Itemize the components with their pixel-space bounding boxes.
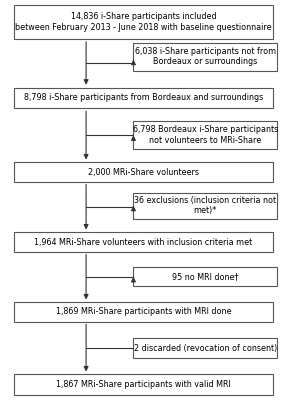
Bar — [133, 338, 277, 358]
Bar — [133, 121, 277, 149]
Bar — [14, 302, 273, 322]
Text: 8,798 i-Share participants from Bordeaux and surroundings: 8,798 i-Share participants from Bordeaux… — [24, 94, 263, 102]
Text: 1,964 MRi-Share volunteers with inclusion criteria met: 1,964 MRi-Share volunteers with inclusio… — [34, 238, 253, 246]
Text: 36 exclusions (inclusion criteria not
met)*: 36 exclusions (inclusion criteria not me… — [134, 196, 276, 215]
Text: 95 no MRI done†: 95 no MRI done† — [172, 272, 238, 281]
Text: 2 discarded (revocation of consent): 2 discarded (revocation of consent) — [133, 344, 277, 352]
Text: 1,869 MRi-Share participants with MRI done: 1,869 MRi-Share participants with MRI do… — [56, 308, 231, 316]
Bar — [14, 162, 273, 182]
Text: 6,798 Bordeaux i-Share participants
not volunteers to MRi-Share: 6,798 Bordeaux i-Share participants not … — [133, 126, 278, 145]
Bar — [14, 5, 273, 39]
Bar — [133, 193, 277, 218]
Bar — [14, 374, 273, 395]
Text: 1,867 MRi-Share participants with valid MRI: 1,867 MRi-Share participants with valid … — [56, 380, 231, 389]
Text: 6,038 i-Share participants not from
Bordeaux or surroundings: 6,038 i-Share participants not from Bord… — [135, 47, 276, 66]
Bar — [14, 232, 273, 252]
Text: 14,836 i-Share participants included
between February 2013 - June 2018 with base: 14,836 i-Share participants included bet… — [15, 12, 272, 32]
Bar — [133, 43, 277, 71]
Text: 2,000 MRi-Share volunteers: 2,000 MRi-Share volunteers — [88, 168, 199, 176]
Bar — [14, 88, 273, 108]
Bar — [133, 267, 277, 286]
